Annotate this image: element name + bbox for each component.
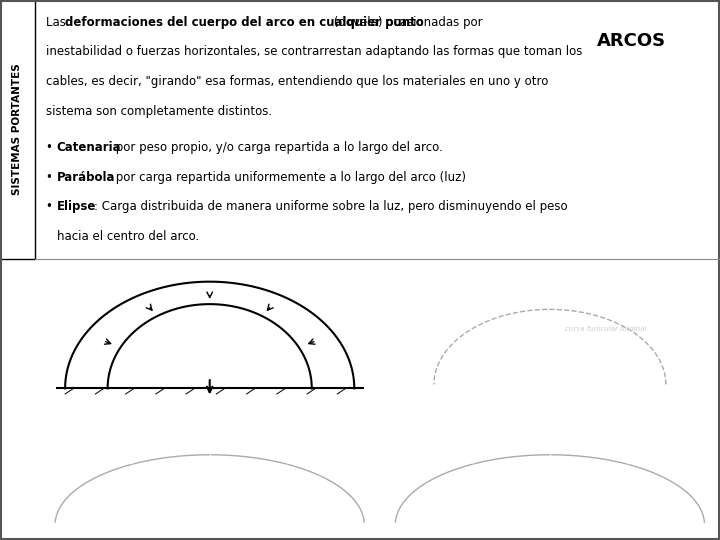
Text: cables, es decir, "girando" esa formas, entendiendo que los materiales en uno y : cables, es decir, "girando" esa formas, … — [46, 75, 549, 88]
Text: : Carga distribuida de manera uniforme sobre la luz, pero disminuyendo el peso: : Carga distribuida de manera uniforme s… — [94, 200, 567, 213]
Text: elevación: elevación — [604, 270, 641, 279]
Text: •: • — [46, 171, 57, 184]
Text: (dovela) ocasionadas por: (dovela) ocasionadas por — [330, 16, 482, 29]
Text: forma del arco
elevación: forma del arco elevación — [256, 438, 307, 451]
Text: curva funicular: curva funicular — [176, 402, 228, 408]
Text: FUNDAMENTACIÓN ESTRUCTURAL: FUNDAMENTACIÓN ESTRUCTURAL — [12, 300, 22, 499]
Text: inestabilidad o fuerzas horizontales, se contrarrestan adaptando las formas que : inestabilidad o fuerzas horizontales, se… — [46, 45, 582, 58]
Text: descenso: descenso — [166, 482, 199, 488]
Text: SISTEMAS PORTANTES: SISTEMAS PORTANTES — [12, 64, 22, 195]
Text: horizontal: horizontal — [531, 393, 570, 402]
Text: •: • — [46, 141, 57, 154]
Text: sistema son completamente distintos.: sistema son completamente distintos. — [46, 105, 273, 118]
Text: •: • — [46, 200, 57, 213]
Text: carga: carga — [562, 406, 584, 415]
Text: directriz del arco: directriz del arco — [562, 435, 621, 441]
Text: Elipse: Elipse — [57, 200, 96, 213]
Text: curva funicular original: curva funicular original — [565, 326, 647, 333]
Text: descenso: descenso — [457, 482, 490, 488]
Text: : por carga repartida uniformemente a lo largo del arco (luz): : por carga repartida uniformemente a lo… — [108, 171, 466, 184]
Text: elevación: elevación — [635, 485, 668, 491]
Text: hacia el centro del arco.: hacia el centro del arco. — [57, 230, 199, 243]
Text: deformaciones del cuerpo del arco en cualquier punto: deformaciones del cuerpo del arco en cua… — [65, 16, 423, 29]
Text: : por peso propio, y/o carga repartida a lo largo del arco.: : por peso propio, y/o carga repartida a… — [108, 141, 442, 154]
Text: ARCOS: ARCOS — [597, 31, 667, 50]
Text: Catenaria: Catenaria — [57, 141, 121, 154]
Text: Parábola: Parábola — [57, 171, 115, 184]
Text: Las: Las — [46, 16, 70, 29]
